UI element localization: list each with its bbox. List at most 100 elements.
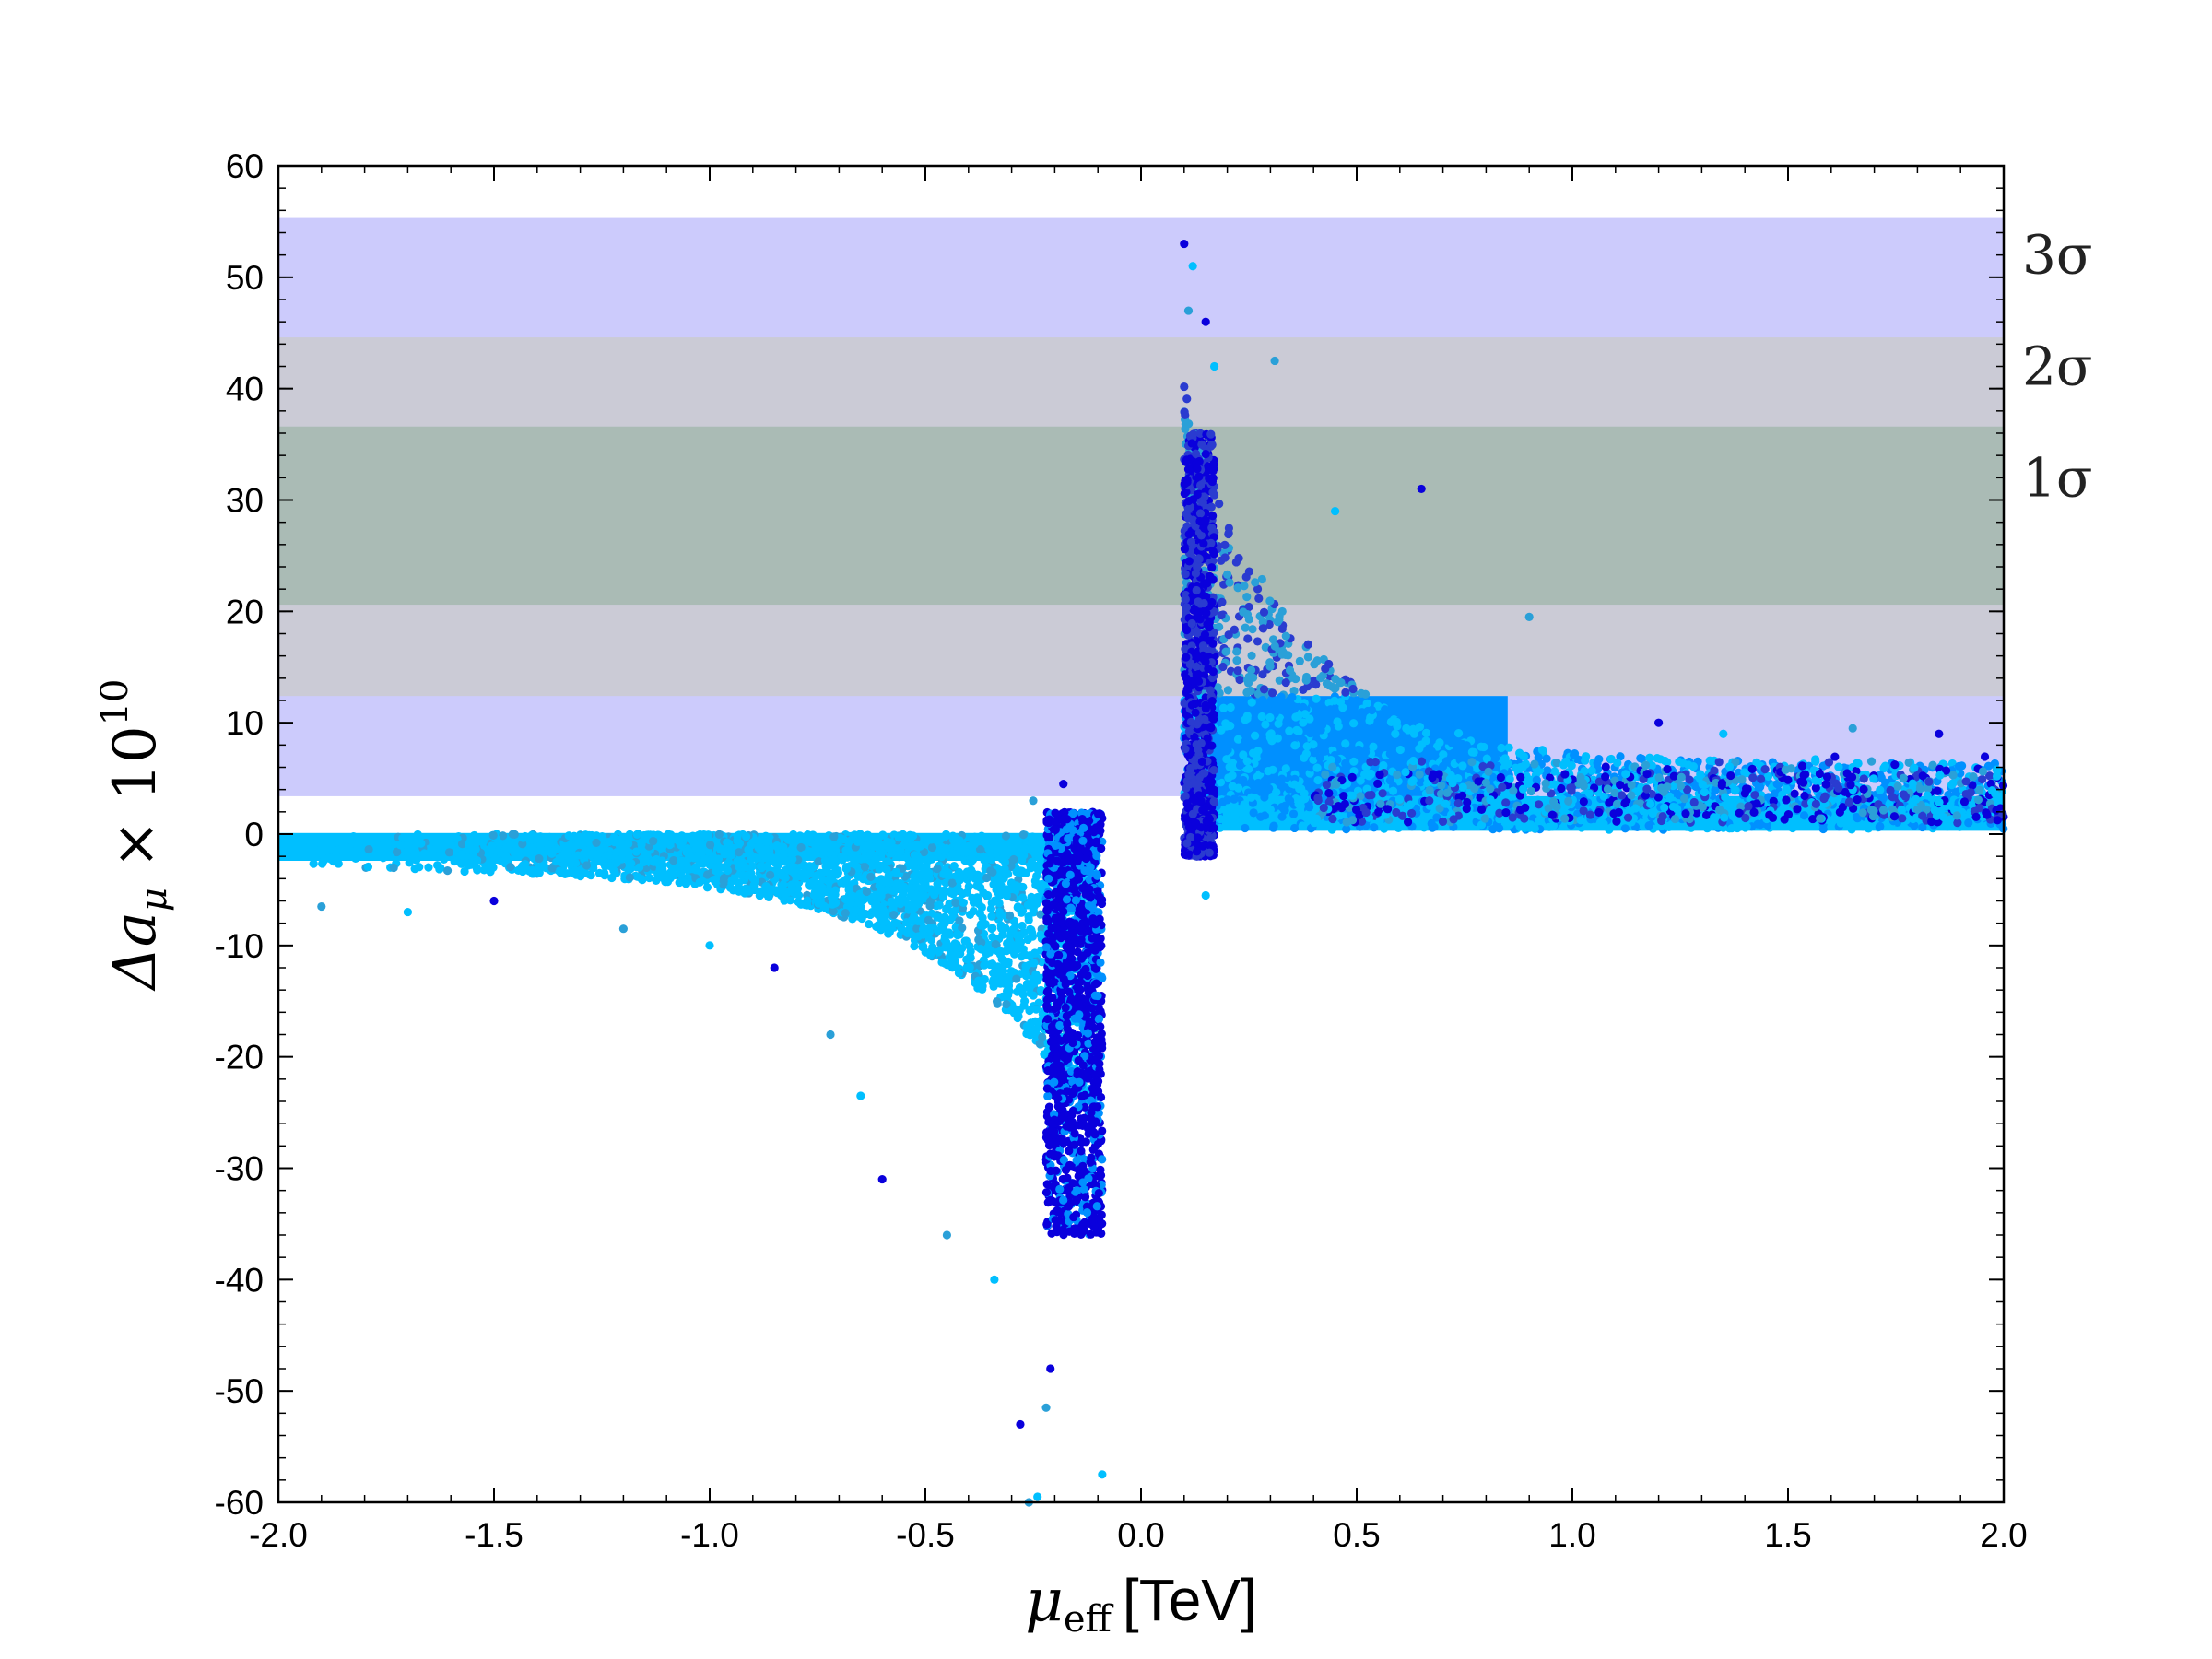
scatter-point bbox=[1312, 680, 1321, 689]
scatter-point bbox=[1918, 771, 1927, 781]
scatter-point bbox=[1741, 823, 1750, 832]
scatter-point bbox=[1181, 644, 1190, 653]
scatter-point bbox=[1230, 625, 1239, 634]
scatter-point bbox=[1301, 676, 1311, 685]
scatter-point bbox=[1445, 774, 1455, 783]
scatter-point bbox=[1259, 607, 1269, 617]
scatter-point bbox=[1601, 772, 1610, 782]
scatter-point bbox=[1206, 686, 1215, 695]
scatter-point bbox=[1186, 764, 1195, 773]
scatter-point bbox=[1486, 806, 1495, 815]
scatter-point bbox=[1234, 554, 1243, 563]
scatter-point bbox=[1427, 747, 1436, 756]
scatter-point bbox=[1215, 500, 1224, 509]
scatter-point bbox=[1183, 780, 1193, 789]
scatter-point bbox=[1518, 784, 1528, 794]
scatter-point bbox=[1793, 805, 1802, 814]
scatter-point bbox=[1254, 594, 1264, 603]
scatter-point bbox=[1261, 720, 1270, 729]
scatter-point bbox=[1275, 615, 1284, 625]
scatter-point bbox=[1453, 729, 1464, 738]
scatter-point bbox=[1953, 818, 1962, 828]
scatter-point bbox=[1364, 771, 1373, 781]
scatter-point bbox=[1576, 816, 1585, 825]
scatter-point bbox=[1331, 820, 1341, 830]
scatter-point bbox=[1243, 634, 1253, 643]
scatter-point bbox=[1836, 818, 1845, 828]
scatter-point bbox=[1923, 791, 1932, 800]
scatter-point bbox=[1321, 770, 1330, 779]
scatter-point bbox=[1493, 761, 1502, 771]
scatter-point bbox=[1277, 774, 1287, 783]
scatter-points bbox=[278, 239, 2008, 1507]
scatter-point bbox=[1734, 768, 1743, 777]
scatter-point bbox=[1354, 745, 1363, 754]
scatter-point bbox=[1417, 757, 1427, 766]
scatter-point bbox=[1225, 578, 1234, 587]
scatter-point bbox=[1734, 822, 1743, 831]
scatter-point bbox=[1223, 570, 1232, 579]
scatter-point bbox=[1270, 641, 1279, 651]
scatter-point bbox=[1198, 591, 1207, 600]
scatter-point bbox=[1535, 816, 1544, 825]
scatter-point bbox=[988, 933, 997, 942]
scatter-point bbox=[1503, 759, 1512, 769]
scatter-point bbox=[1207, 673, 1217, 683]
scatter-point bbox=[1498, 782, 1507, 792]
scatter-point bbox=[1656, 755, 1665, 764]
scatter-point bbox=[1201, 450, 1210, 459]
scatter-point bbox=[1743, 784, 1752, 794]
scatter-point bbox=[1458, 782, 1467, 792]
scatter-point bbox=[1228, 771, 1237, 780]
scatter-point bbox=[1258, 696, 1267, 705]
scatter-point bbox=[1656, 783, 1666, 793]
scatter-point bbox=[1318, 671, 1328, 680]
scatter-point bbox=[1218, 703, 1229, 712]
scatter-point bbox=[1612, 817, 1621, 826]
scatter-point bbox=[1505, 774, 1514, 783]
scatter-point bbox=[1846, 781, 1855, 790]
scatter-point bbox=[1253, 778, 1263, 788]
scatter-point bbox=[1519, 752, 1529, 761]
scatter-point bbox=[1969, 771, 1978, 782]
scatter-point bbox=[1258, 670, 1267, 679]
scatter-point bbox=[1603, 784, 1613, 794]
scatter-point bbox=[1304, 809, 1313, 818]
scatter-point bbox=[1208, 512, 1218, 521]
scatter-point bbox=[1279, 805, 1288, 814]
scatter-point bbox=[1868, 812, 1878, 821]
scatter-point bbox=[1199, 598, 1208, 608]
scatter-point bbox=[1180, 407, 1189, 417]
scatter-point bbox=[1187, 439, 1196, 448]
scatter-point bbox=[969, 906, 978, 916]
scatter-point bbox=[1020, 996, 1030, 1006]
scatter-point bbox=[1299, 702, 1308, 712]
scatter-point bbox=[1866, 757, 1877, 766]
scatter-point bbox=[1530, 824, 1539, 833]
scatter-point bbox=[1299, 718, 1308, 727]
scatter-point bbox=[1206, 834, 1215, 843]
scatter-point bbox=[1275, 676, 1284, 685]
scatter-point bbox=[1265, 596, 1275, 606]
scatter-point bbox=[1312, 763, 1322, 772]
scatter-point bbox=[1680, 794, 1689, 804]
scatter-point bbox=[1028, 835, 1037, 844]
scatter-point bbox=[1853, 759, 1863, 768]
scatter-point bbox=[1853, 794, 1862, 805]
scatter-point bbox=[1982, 808, 1991, 818]
scatter-point bbox=[1304, 803, 1314, 812]
scatter-point bbox=[348, 832, 359, 841]
scatter-point bbox=[1613, 759, 1622, 768]
scatter-point bbox=[1477, 805, 1487, 814]
scatter-point bbox=[1579, 797, 1588, 806]
scatter-point bbox=[1681, 809, 1690, 818]
scatter-point bbox=[1417, 740, 1427, 749]
scatter-point bbox=[1869, 774, 1878, 783]
scatter-point bbox=[1994, 792, 2005, 801]
scatter-point bbox=[1748, 773, 1758, 782]
scatter-point bbox=[1790, 789, 1799, 798]
scatter-point bbox=[1259, 739, 1268, 748]
scatter-point bbox=[1325, 705, 1335, 714]
scatter-point bbox=[1469, 747, 1478, 758]
scatter-point bbox=[1897, 805, 1906, 815]
